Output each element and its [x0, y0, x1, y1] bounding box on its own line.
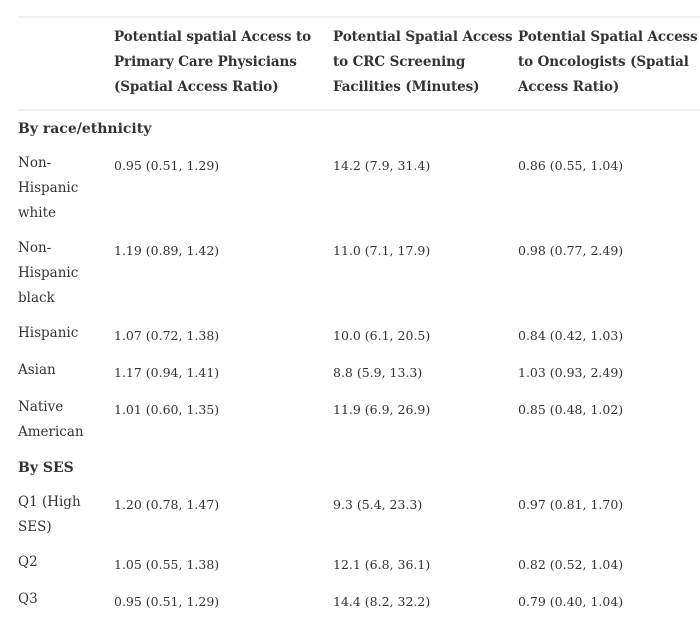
crc-value: 12.1 (6.8, 36.1): [333, 557, 431, 572]
table-row: Native American 1.01 (0.60, 1.35) 11.9 (…: [18, 390, 700, 450]
crc-value: 9.3 (5.4, 23.3): [333, 497, 423, 512]
section-row-ses: By SES: [18, 450, 700, 485]
table-body: By race/ethnicity Non-Hispanic white 0.9…: [18, 110, 700, 619]
row-label: Q2: [18, 554, 38, 570]
table-row: Asian 1.17 (0.94, 1.41) 8.8 (5.9, 13.3) …: [18, 353, 700, 390]
section-title: By race/ethnicity: [18, 121, 152, 137]
table-row: Hispanic 1.07 (0.72, 1.38) 10.0 (6.1, 20…: [18, 316, 700, 353]
crc-value: 11.9 (6.9, 26.9): [333, 402, 431, 417]
row-label: Native American: [18, 399, 84, 440]
spatial-access-table: Potential spatial Access to Primary Care…: [18, 16, 700, 619]
table-row: Q3 0.95 (0.51, 1.29) 14.4 (8.2, 32.2) 0.…: [18, 582, 700, 619]
pcp-value: 1.17 (0.94, 1.41): [114, 365, 220, 380]
table-row: Non-Hispanic white 0.95 (0.51, 1.29) 14.…: [18, 146, 700, 231]
row-label: Q3: [18, 591, 38, 607]
onc-value: 0.85 (0.48, 1.02): [518, 402, 624, 417]
row-label: Q1 (High SES): [18, 494, 81, 535]
table-row: Q1 (High SES) 1.20 (0.78, 1.47) 9.3 (5.4…: [18, 485, 700, 545]
onc-value: 0.97 (0.81, 1.70): [518, 497, 624, 512]
crc-value: 8.8 (5.9, 13.3): [333, 365, 423, 380]
row-label: Asian: [18, 362, 56, 378]
row-label: Hispanic: [18, 325, 79, 341]
table-header: Potential spatial Access to Primary Care…: [18, 17, 700, 110]
onc-value: 0.84 (0.42, 1.03): [518, 328, 624, 343]
section-title: By SES: [18, 460, 74, 476]
pcp-value: 0.95 (0.51, 1.29): [114, 594, 220, 609]
header-primary-care-physicians: Potential spatial Access to Primary Care…: [114, 29, 312, 95]
table-row: Q2 1.05 (0.55, 1.38) 12.1 (6.8, 36.1) 0.…: [18, 545, 700, 582]
pcp-value: 1.19 (0.89, 1.42): [114, 243, 220, 258]
pcp-value: 1.01 (0.60, 1.35): [114, 402, 220, 417]
crc-value: 10.0 (6.1, 20.5): [333, 328, 431, 343]
spatial-access-table-container: Potential spatial Access to Primary Care…: [18, 16, 700, 619]
pcp-value: 1.20 (0.78, 1.47): [114, 497, 220, 512]
row-label: Non-Hispanic white: [18, 155, 79, 221]
table-row: Non-Hispanic black 1.19 (0.89, 1.42) 11.…: [18, 231, 700, 316]
section-row-race-ethnicity: By race/ethnicity: [18, 110, 700, 146]
pcp-value: 1.05 (0.55, 1.38): [114, 557, 220, 572]
pcp-value: 0.95 (0.51, 1.29): [114, 158, 220, 173]
header-group-column: [18, 17, 114, 110]
header-oncologists: Potential Spatial Access to Oncologists …: [518, 29, 698, 95]
crc-value: 14.4 (8.2, 32.2): [333, 594, 431, 609]
crc-value: 14.2 (7.9, 31.4): [333, 158, 431, 173]
row-label: Non-Hispanic black: [18, 240, 79, 306]
onc-value: 0.98 (0.77, 2.49): [518, 243, 624, 258]
crc-value: 11.0 (7.1, 17.9): [333, 243, 431, 258]
onc-value: 0.82 (0.52, 1.04): [518, 557, 624, 572]
header-row: Potential spatial Access to Primary Care…: [18, 17, 700, 110]
onc-value: 1.03 (0.93, 2.49): [518, 365, 624, 380]
pcp-value: 1.07 (0.72, 1.38): [114, 328, 220, 343]
onc-value: 0.86 (0.55, 1.04): [518, 158, 624, 173]
header-crc-screening-facilities: Potential Spatial Access to CRC Screenin…: [333, 29, 513, 95]
onc-value: 0.79 (0.40, 1.04): [518, 594, 624, 609]
